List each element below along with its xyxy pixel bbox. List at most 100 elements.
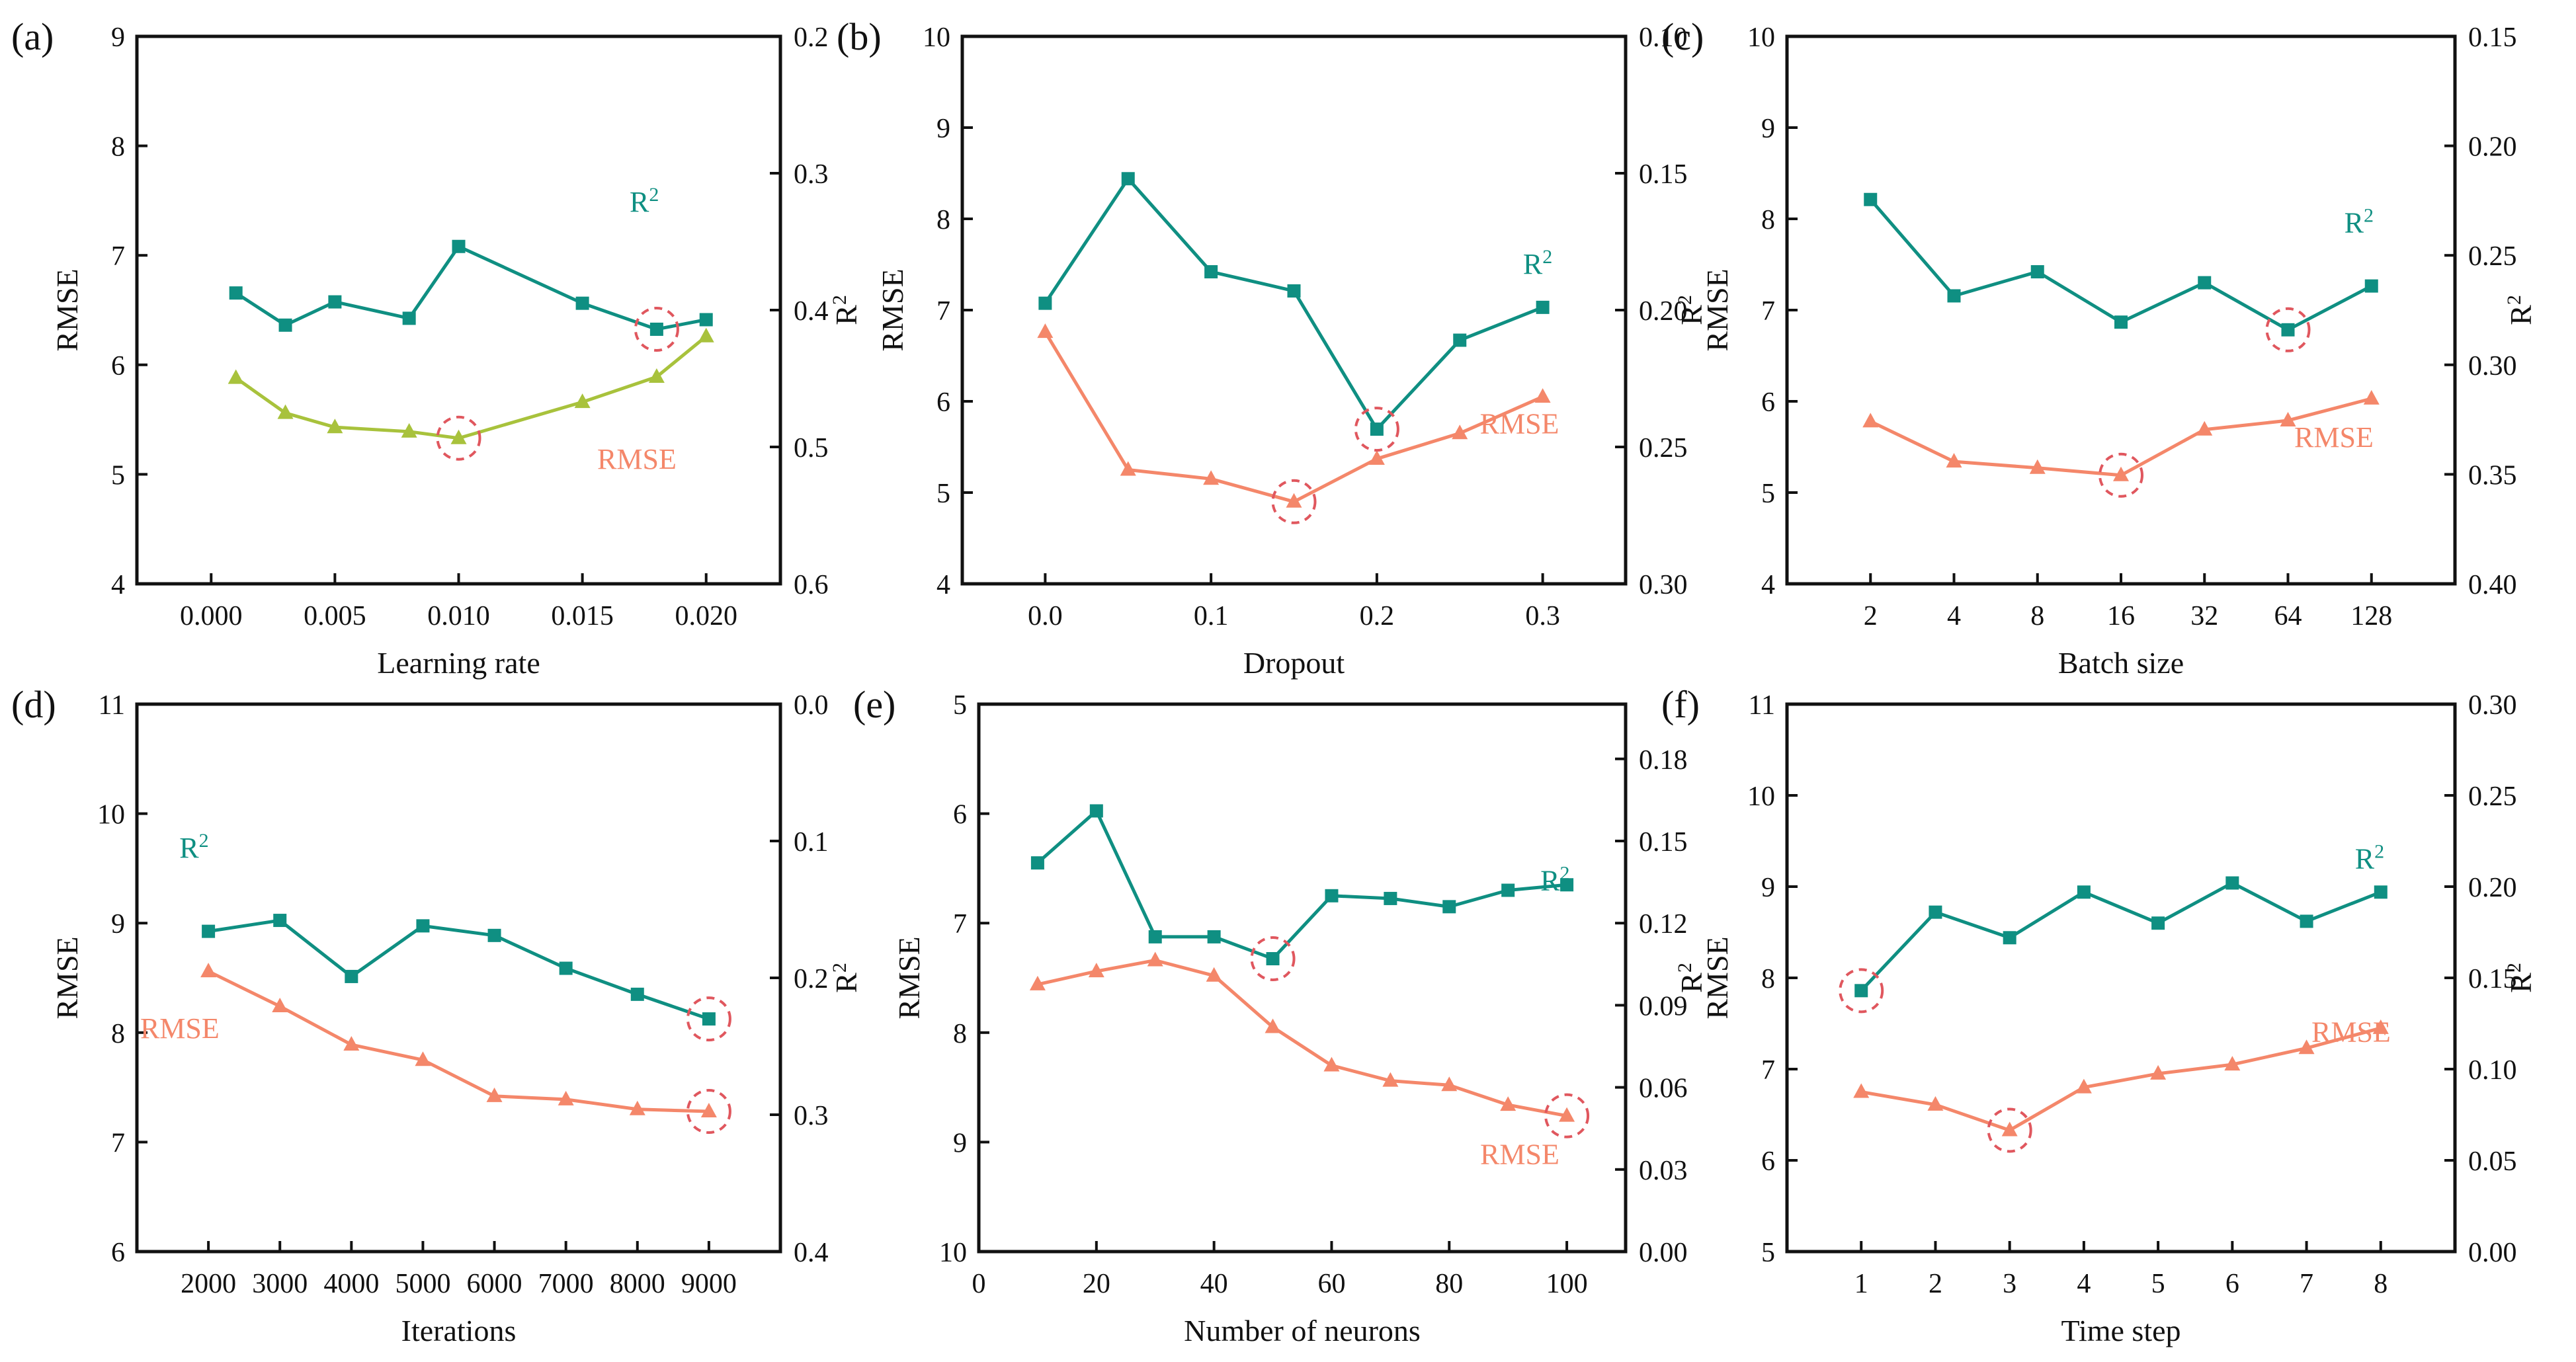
rmse-data-point: [1286, 493, 1302, 508]
rmse-data-point: [648, 368, 665, 383]
y-tick-label: 8: [111, 1019, 125, 1049]
rmse-data-point: [2298, 1039, 2315, 1055]
y2-tick-label: 0.4: [794, 296, 829, 327]
rmse-data-point: [200, 963, 217, 978]
rmse-data-point: [629, 1100, 645, 1115]
y2-tick-label: 0.20: [2468, 873, 2517, 903]
r2-data-point: [699, 313, 713, 327]
r2-series-line: [1036, 809, 1567, 961]
r2-data-point: [1204, 265, 1218, 279]
r2-data-point: [1089, 804, 1103, 818]
r2-series-label: R2: [2345, 204, 2374, 239]
y-tick-label: 7: [1761, 1055, 1775, 1086]
rmse-data-point: [1120, 461, 1136, 476]
y-tick-label: 9: [953, 1128, 967, 1158]
r2-data-point: [416, 919, 430, 933]
y2-tick-label: 0.12: [1639, 909, 1688, 940]
r2-data-point: [2364, 279, 2378, 293]
x-tick-label: 1: [1854, 1269, 1868, 1299]
y-tick-label: 8: [953, 1019, 967, 1049]
rmse-data-point: [2001, 1121, 2018, 1137]
r2-series-line: [208, 918, 710, 1021]
r2-series-label: R2: [2355, 840, 2384, 875]
r2-series-line: [235, 245, 707, 331]
y2-tick-label: 0.10: [1639, 22, 1688, 53]
y2-tick-label: 0.00: [1639, 1238, 1688, 1268]
r2-data-point: [2281, 323, 2295, 337]
x-tick-label: 3: [2003, 1269, 2016, 1299]
r2-series-label: R2: [1523, 245, 1552, 280]
y-axis-title: RMSE: [1700, 268, 1734, 351]
y-tick-label: 10: [939, 1238, 967, 1268]
y2-tick-label: 0.5: [794, 433, 829, 463]
y-tick-label: 6: [1761, 1146, 1775, 1177]
r2-data-point: [1030, 856, 1044, 870]
r2-data-point: [345, 969, 358, 983]
y2-axis-title: R2: [2503, 963, 2538, 993]
x-tick-label: 40: [1200, 1269, 1228, 1299]
x-tick-label: 8: [2030, 601, 2044, 631]
r2-data-point: [1384, 891, 1397, 905]
r2-data-point: [1148, 930, 1162, 943]
x-tick-label: 8000: [610, 1269, 665, 1299]
rmse-data-point: [1147, 951, 1163, 967]
rmse-data-point: [1534, 388, 1551, 403]
x-tick-label: 128: [2350, 601, 2392, 631]
chart-panel-c: (c) 2 4 8 16 32 64 128 4 5 6 7 8 9 10 0.40 0.35 0.30 0.25 0…: [1661, 15, 2538, 680]
r2-series-line: [1869, 198, 2372, 332]
panel-label: (e): [853, 683, 895, 726]
y-tick-label: 6: [111, 351, 125, 381]
x-axis-title: Time step: [2061, 1314, 2181, 1347]
y-tick-label: 7: [111, 241, 125, 272]
r2-data-point: [202, 924, 216, 938]
y-tick-label: 5: [1761, 1238, 1775, 1268]
rmse-data-point: [2075, 1078, 2092, 1094]
y-tick-label: 6: [936, 387, 950, 418]
x-tick-label: 16: [2107, 601, 2135, 631]
r2-series-line: [1860, 881, 2382, 992]
y-tick-label: 7: [1761, 296, 1775, 327]
optimum-highlight-circle: [1271, 479, 1317, 524]
y2-tick-label: 0.15: [2468, 964, 2517, 994]
rmse-data-point: [574, 393, 591, 409]
x-tick-label: 6000: [467, 1269, 522, 1299]
rmse-series-line: [1044, 331, 1544, 504]
x-axis-title: Learning rate: [377, 646, 540, 680]
optimum-highlight-circle: [1544, 1093, 1590, 1139]
x-tick-label: 8: [2374, 1269, 2388, 1299]
r2-data-point: [649, 322, 663, 336]
y-tick-label: 4: [936, 570, 950, 600]
y-tick-label: 6: [1761, 387, 1775, 418]
x-tick-label: 0.020: [675, 601, 737, 631]
rmse-data-point: [1206, 967, 1222, 982]
chart-panel-d: (d) 2000 3000 4000 5000 6000 7000 8000 9000 6 7 8 9 1…: [11, 683, 863, 1347]
r2-data-point: [402, 311, 416, 325]
y-tick-label: 5: [953, 690, 967, 721]
x-axis-title: Iterations: [401, 1314, 517, 1347]
y-tick-label: 8: [1761, 205, 1775, 235]
chart-panel-f: (f) 1 2 3 4 5 6 7 8 5 6 7 8 9 10 11 0.00 0.05 0.10 0.15 0.20…: [1661, 683, 2538, 1347]
y2-tick-label: 0.15: [1639, 827, 1688, 858]
optimum-highlight-circle: [2265, 307, 2311, 352]
r2-data-point: [229, 286, 243, 300]
r2-data-point: [1854, 984, 1868, 998]
rmse-data-point: [558, 1090, 574, 1105]
x-tick-label: 20: [1083, 1269, 1110, 1299]
x-axis-title: Number of neurons: [1184, 1314, 1421, 1347]
y2-axis-title: R2: [829, 295, 864, 325]
x-tick-label: 4: [2077, 1269, 2091, 1299]
x-axis-title: Dropout: [1243, 646, 1345, 680]
rmse-data-point: [2363, 389, 2380, 405]
y-tick-label: 9: [111, 22, 125, 53]
r2-data-point: [1536, 300, 1550, 314]
y-tick-label: 5: [936, 479, 950, 509]
x-tick-label: 7: [2300, 1269, 2313, 1299]
y2-tick-label: 0.30: [1639, 570, 1688, 600]
y-axis-title: RMSE: [876, 268, 909, 351]
y2-tick-label: 0.2: [794, 964, 829, 994]
x-tick-label: 0.015: [551, 601, 614, 631]
x-tick-label: 0.2: [1360, 601, 1395, 631]
rmse-data-point: [1265, 1018, 1281, 1033]
x-tick-label: 100: [1546, 1269, 1588, 1299]
